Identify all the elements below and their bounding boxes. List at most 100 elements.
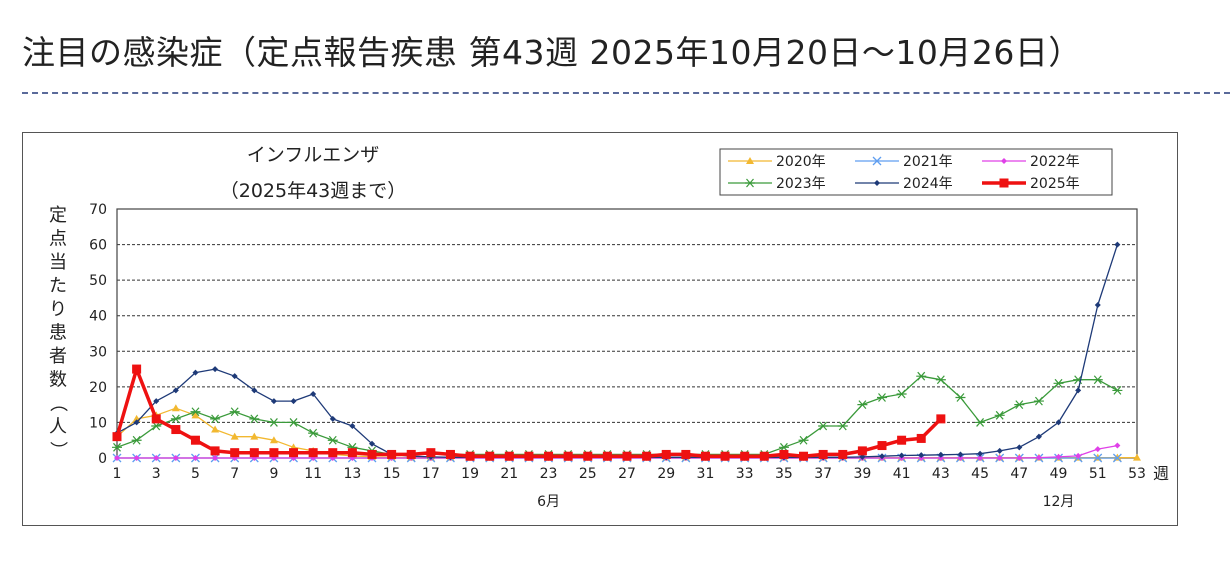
data-point xyxy=(308,428,319,438)
data-point xyxy=(1001,158,1007,164)
data-point xyxy=(936,414,946,424)
data-point xyxy=(1033,396,1044,406)
legend-entry-label: 2021年 xyxy=(903,154,953,170)
data-point xyxy=(192,369,199,376)
month-label: 12月 xyxy=(1043,494,1075,510)
data-point xyxy=(879,453,885,460)
chart-frame: 0 10 20 30 40 50 60 70 1 3 5 7 9 11 13 15 17 19 21 23 25 27 29… xyxy=(22,132,1178,526)
series-line xyxy=(117,444,1118,459)
x-tick-label: 31 xyxy=(697,466,715,482)
data-point xyxy=(171,404,180,412)
series-line xyxy=(116,375,1118,456)
x-tick-label: 47 xyxy=(1010,466,1028,482)
data-point xyxy=(269,448,279,458)
x-tick-label: 1 xyxy=(113,466,122,482)
x-axis-label: 週 xyxy=(1153,464,1169,483)
data-point xyxy=(838,449,848,459)
data-point xyxy=(859,453,866,460)
data-point xyxy=(524,451,534,461)
data-point xyxy=(661,449,671,459)
data-point xyxy=(504,451,514,461)
data-point xyxy=(857,446,867,456)
x-tick-label: 25 xyxy=(579,466,597,482)
legend-box xyxy=(719,148,1113,196)
data-point xyxy=(465,451,475,461)
data-point xyxy=(153,398,160,405)
data-point xyxy=(288,418,299,427)
x-tick-label: 23 xyxy=(540,466,558,482)
data-point xyxy=(290,398,297,405)
data-point xyxy=(975,418,986,427)
x-tick-label: 11 xyxy=(304,466,322,482)
data-point xyxy=(957,451,964,458)
y-axis-label-char: 当 xyxy=(49,252,67,273)
x-tick-label: 43 xyxy=(932,466,950,482)
series-line xyxy=(115,367,943,458)
data-point xyxy=(1055,453,1062,460)
x-tick-label: 13 xyxy=(343,466,361,482)
y-tick-label: 10 xyxy=(89,415,107,431)
data-point xyxy=(897,435,907,445)
data-point xyxy=(1094,302,1101,309)
data-point xyxy=(1075,387,1082,394)
data-point xyxy=(918,452,925,459)
data-point xyxy=(229,407,240,417)
data-point xyxy=(642,451,652,461)
data-point xyxy=(1035,454,1042,461)
data-point xyxy=(999,178,1009,188)
data-point xyxy=(270,398,277,405)
data-point xyxy=(114,455,120,461)
x-tick-label: 37 xyxy=(814,466,832,482)
y-axis-label-char: ） xyxy=(47,441,68,459)
x-tick-label: 19 xyxy=(461,466,479,482)
chart-legend: 2020年 2021年 2022年 2023年 2024年 2025年 xyxy=(719,148,1113,196)
data-point xyxy=(249,448,259,458)
data-point xyxy=(1075,452,1082,459)
data-point xyxy=(740,451,750,461)
data-point xyxy=(1014,400,1025,410)
x-tick-label: 27 xyxy=(618,466,636,482)
legend-entry-label: 2020年 xyxy=(776,154,826,170)
data-point xyxy=(367,449,377,459)
data-point xyxy=(994,410,1005,420)
y-axis-label-char: （ xyxy=(47,394,68,412)
data-point xyxy=(1114,241,1121,248)
data-point xyxy=(937,451,944,458)
legend-entry-label: 2025年 xyxy=(1030,176,1080,192)
data-point xyxy=(212,455,219,461)
y-axis-label-char: 数 xyxy=(49,370,67,391)
data-point xyxy=(406,449,416,459)
data-point xyxy=(1016,455,1023,461)
y-tick-label: 20 xyxy=(89,380,107,396)
data-point xyxy=(818,421,829,431)
data-point xyxy=(210,414,221,424)
data-point xyxy=(1093,453,1103,463)
y-tick-label: 40 xyxy=(89,309,107,325)
page-title: 注目の感染症（定点報告疾患 第43週 2025年10月20日〜10月26日） xyxy=(22,33,1082,72)
data-point xyxy=(1092,375,1103,385)
data-point xyxy=(251,387,258,394)
data-point xyxy=(1133,453,1141,461)
x-tick-label: 5 xyxy=(191,466,200,482)
data-point xyxy=(172,387,179,394)
data-point xyxy=(996,447,1003,454)
y-axis-label-char: 点 xyxy=(49,229,67,250)
data-point xyxy=(957,455,964,461)
data-point xyxy=(977,450,984,457)
x-tick-label: 49 xyxy=(1050,466,1068,482)
data-point xyxy=(327,435,338,445)
data-point xyxy=(269,436,278,444)
x-tick-label: 15 xyxy=(383,466,401,482)
data-point xyxy=(211,425,220,433)
month-label: 6月 xyxy=(537,494,560,510)
data-point xyxy=(1114,442,1121,449)
y-tick-label: 0 xyxy=(98,451,107,467)
data-point xyxy=(746,157,754,164)
data-point xyxy=(172,455,179,461)
data-point xyxy=(347,448,357,458)
title-divider xyxy=(22,92,1230,94)
data-point xyxy=(170,414,181,424)
y-tick-label: 70 xyxy=(89,202,107,218)
